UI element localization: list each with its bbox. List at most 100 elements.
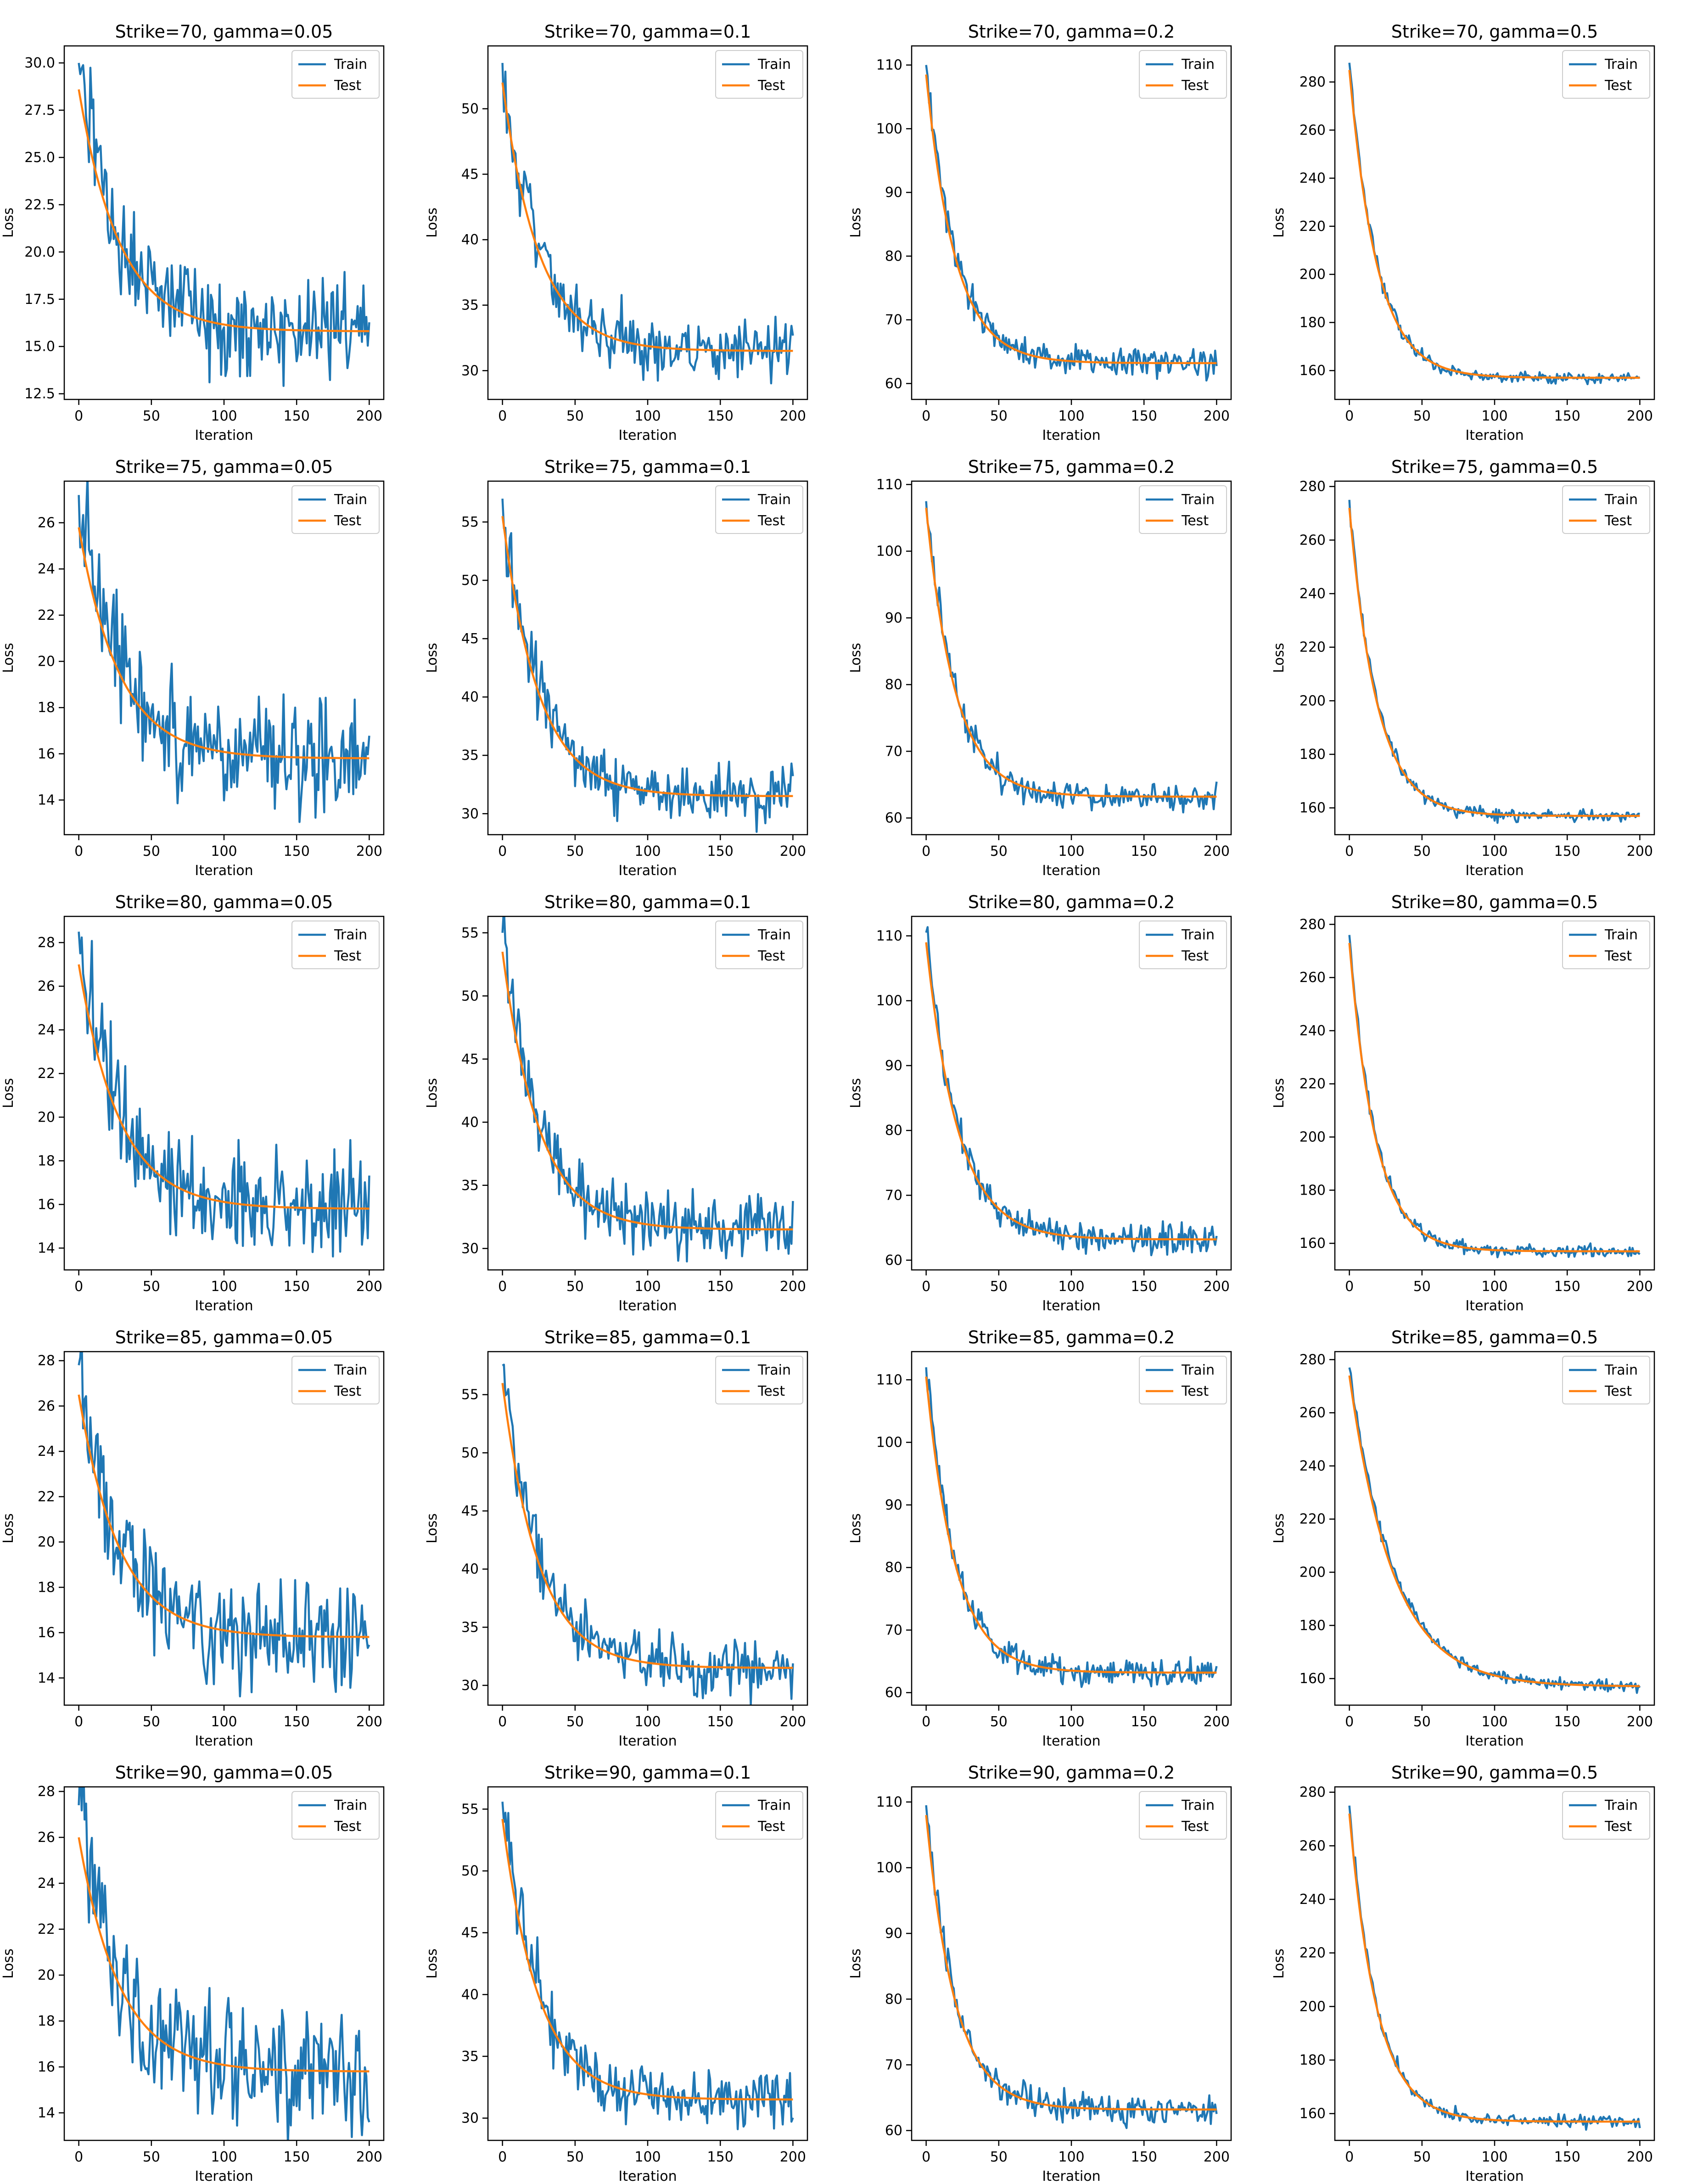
subplot-title: Strike=90, gamma=0.05 — [115, 1763, 333, 1783]
legend-label: Test — [334, 513, 361, 529]
subplot-12: 0 50 100 150 200 160 180 200 220 240 260 280 Strike=… — [1271, 892, 1655, 1314]
axes-frame — [1334, 45, 1655, 400]
y-axis-label: Loss — [1271, 1948, 1287, 1979]
y-tick-label: 200 — [1300, 1999, 1326, 2015]
legend: Train Test — [291, 921, 380, 969]
test-series-line — [501, 516, 793, 797]
subplot-15: 0 50 100 150 200 60 70 80 90 100 110 Strike=85, gam… — [848, 1327, 1232, 1749]
x-tick-label: 150 — [1554, 1279, 1580, 1295]
legend-label: Train — [757, 56, 791, 73]
y-tick-label: 70 — [885, 1622, 902, 1638]
x-tick-label: 150 — [1131, 1279, 1157, 1295]
legend-label: Train — [1604, 492, 1638, 508]
y-tick-label: 16 — [38, 2059, 55, 2075]
y-tick-label: 100 — [876, 544, 902, 560]
x-axis-label: Iteration — [1465, 863, 1524, 879]
axes-frame — [1334, 480, 1655, 836]
y-tick-label: 220 — [1300, 1945, 1326, 1961]
y-tick-label: 14 — [38, 1670, 55, 1686]
x-tick-label: 150 — [707, 408, 734, 424]
x-axis-label: Iteration — [618, 427, 677, 444]
x-tick-label: 150 — [284, 843, 310, 859]
y-tick-label: 30 — [461, 2111, 479, 2127]
y-axis-label: Loss — [1271, 1078, 1287, 1108]
y-tick-label: 180 — [1300, 1182, 1326, 1198]
x-tick-label: 0 — [498, 2149, 507, 2165]
x-tick-label: 0 — [922, 843, 930, 859]
y-tick-label: 24 — [38, 1443, 55, 1460]
train-series-line — [1348, 62, 1641, 386]
y-axis-label: Loss — [0, 1513, 17, 1544]
y-tick-label: 180 — [1300, 314, 1326, 331]
y-tick-label: 160 — [1300, 363, 1326, 379]
y-tick-label: 100 — [876, 121, 902, 137]
legend-label: Train — [334, 927, 367, 943]
y-tick-label: 160 — [1300, 800, 1326, 816]
x-tick-label: 50 — [566, 843, 584, 859]
x-tick-label: 200 — [356, 1279, 382, 1295]
x-tick-label: 0 — [1345, 843, 1354, 859]
test-series-line — [501, 951, 793, 1231]
y-tick-label: 35 — [461, 298, 479, 314]
y-tick-label: 30 — [461, 806, 479, 822]
y-tick-label: 180 — [1300, 1617, 1326, 1634]
legend-label: Test — [1181, 513, 1209, 529]
train-series-line — [78, 1352, 370, 1698]
y-tick-label: 160 — [1300, 1671, 1326, 1687]
legend: Train Test — [1562, 1356, 1650, 1404]
y-axis-label: Loss — [848, 208, 864, 238]
legend-label: Test — [1181, 1819, 1209, 1835]
legend: Train Test — [1139, 1356, 1227, 1404]
y-tick-label: 70 — [885, 2057, 902, 2073]
y-axis-label: Loss — [1271, 208, 1287, 238]
x-axis-label: Iteration — [195, 1733, 253, 1749]
legend-label: Test — [757, 513, 785, 529]
x-tick-label: 100 — [1481, 1714, 1507, 1730]
subplot-title: Strike=70, gamma=0.2 — [968, 22, 1175, 42]
y-tick-label: 60 — [885, 2123, 902, 2139]
legend: Train Test — [1562, 1791, 1650, 1840]
y-tick-label: 26 — [38, 978, 55, 994]
legend-label: Train — [1181, 56, 1215, 73]
y-tick-label: 20 — [38, 1967, 55, 1983]
legend-label: Test — [334, 948, 361, 964]
y-tick-label: 16 — [38, 746, 55, 762]
legend-label: Train — [1604, 56, 1638, 73]
y-tick-label: 100 — [876, 1435, 902, 1451]
subplot-title: Strike=85, gamma=0.2 — [968, 1327, 1175, 1347]
y-tick-label: 22 — [38, 1489, 55, 1505]
y-tick-label: 20 — [38, 1109, 55, 1125]
train-series-line — [78, 1787, 370, 2140]
x-tick-label: 0 — [74, 1714, 83, 1730]
y-tick-label: 28 — [38, 1353, 55, 1369]
y-tick-label: 50 — [461, 988, 479, 1004]
y-tick-label: 80 — [885, 677, 902, 693]
axes-frame — [1334, 915, 1655, 1271]
x-tick-label: 50 — [1413, 1714, 1431, 1730]
y-tick-label: 22.5 — [24, 197, 55, 213]
y-tick-label: 35 — [461, 1178, 479, 1194]
legend-label: Test — [757, 1383, 785, 1399]
x-tick-label: 150 — [1554, 1714, 1580, 1730]
y-tick-label: 35 — [461, 1619, 479, 1635]
y-tick-label: 220 — [1300, 219, 1326, 235]
x-tick-label: 100 — [634, 408, 661, 424]
legend-label: Test — [1604, 1819, 1632, 1835]
x-tick-label: 50 — [566, 1714, 584, 1730]
y-tick-label: 100 — [876, 993, 902, 1009]
legend-label: Test — [334, 78, 361, 94]
y-tick-label: 24 — [38, 1022, 55, 1038]
x-tick-label: 200 — [356, 1714, 382, 1730]
x-tick-label: 0 — [1345, 408, 1354, 424]
legend-label: Test — [757, 78, 785, 94]
x-tick-label: 100 — [1058, 1714, 1084, 1730]
y-tick-label: 110 — [876, 477, 902, 493]
subplot-title: Strike=85, gamma=0.1 — [544, 1327, 751, 1347]
x-tick-label: 100 — [1058, 843, 1084, 859]
legend-label: Train — [1181, 1797, 1215, 1813]
y-tick-label: 260 — [1300, 1838, 1326, 1854]
subplot-13: 0 50 100 150 200 14 16 18 20 22 24 26 28 Strike=85, g… — [0, 1327, 385, 1749]
y-tick-label: 45 — [461, 631, 479, 647]
x-tick-label: 50 — [143, 2149, 160, 2165]
y-tick-label: 280 — [1300, 916, 1326, 932]
